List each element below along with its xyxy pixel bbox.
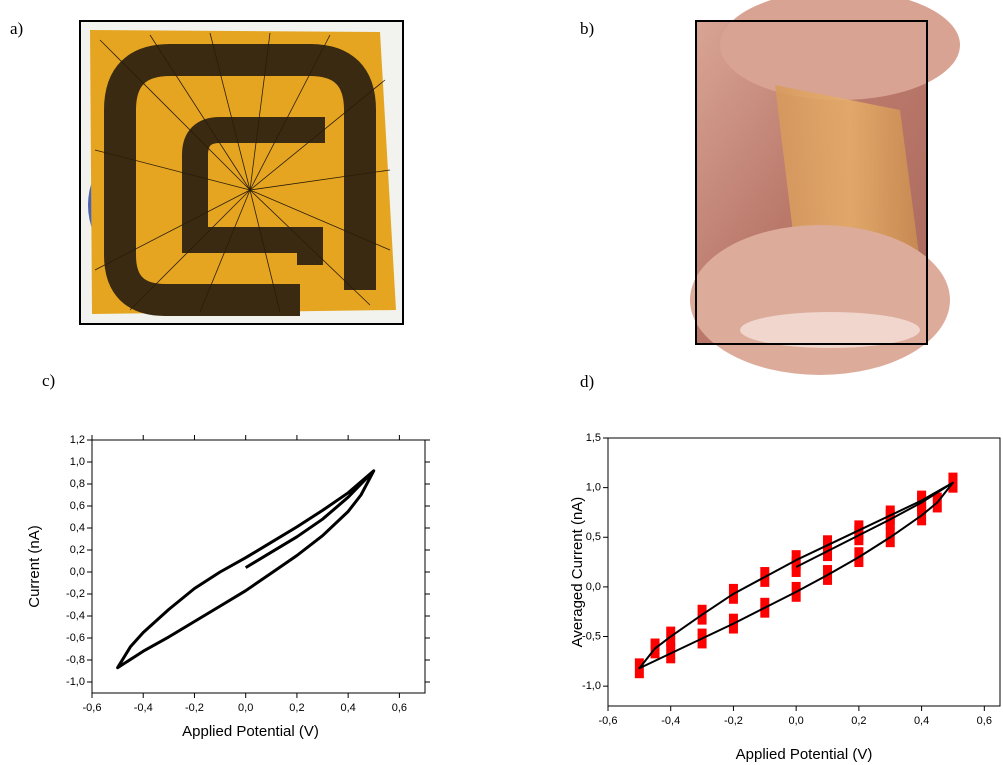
y-tick-label: -0,6	[66, 632, 85, 644]
y-tick-label: -1,0	[582, 680, 601, 692]
y-tick-label: 0,0	[70, 566, 85, 578]
data-line	[118, 471, 374, 668]
y-tick-label: 0,2	[70, 544, 85, 556]
x-tick-label: 0,0	[238, 702, 253, 714]
x-tick-label: -0,2	[185, 702, 204, 714]
panel-label: b)	[580, 19, 594, 38]
x-tick-label: -0,4	[134, 702, 153, 714]
plot-frame	[608, 438, 1000, 706]
y-tick-label: 1,0	[70, 456, 85, 468]
x-tick-label: 0,6	[392, 702, 407, 714]
x-tick-label: 0,2	[851, 715, 866, 727]
x-axis-title: Applied Potential (V)	[182, 723, 319, 740]
y-tick-label: -0,4	[66, 610, 85, 622]
plot-frame	[92, 440, 425, 693]
panel-label: d)	[580, 372, 594, 391]
photo-flexible-film	[690, 0, 960, 375]
y-tick-label: -1,0	[66, 676, 85, 688]
x-tick-label: 0,6	[977, 715, 992, 727]
photo-electrode	[80, 21, 403, 324]
y-tick-label: 0,6	[70, 500, 85, 512]
panel-label: a)	[10, 19, 23, 38]
y-tick-label: 0,8	[70, 478, 85, 490]
panel-label: c)	[42, 371, 55, 390]
y-tick-label: 1,0	[586, 482, 601, 494]
y-tick-label: 1,5	[586, 432, 601, 444]
y-tick-label: 0,4	[70, 522, 85, 534]
y-axis-title: Current (nA)	[26, 525, 43, 608]
y-tick-label: 1,2	[70, 434, 85, 446]
x-tick-label: -0,4	[661, 715, 680, 727]
figure: a) b) c) d) -0,6 -0,4 -0,2 0,0 0,2 0,4 0,6 -1,0…	[0, 0, 1003, 765]
x-tick-label: 0,4	[341, 702, 356, 714]
y-tick-label: 0,0	[586, 581, 601, 593]
y-tick-label: -0,2	[66, 588, 85, 600]
x-tick-label: -0,6	[83, 702, 102, 714]
x-tick-label: 0,2	[289, 702, 304, 714]
x-tick-label: -0,6	[599, 715, 618, 727]
x-tick-label: 0,0	[789, 715, 804, 727]
y-tick-label: 0,5	[586, 531, 601, 543]
x-tick-label: -0,2	[724, 715, 743, 727]
x-tick-label: 0,4	[914, 715, 929, 727]
x-axis-title: Applied Potential (V)	[736, 746, 873, 763]
y-tick-label: -0,8	[66, 654, 85, 666]
y-axis-title: Averaged Current (nA)	[569, 497, 586, 648]
